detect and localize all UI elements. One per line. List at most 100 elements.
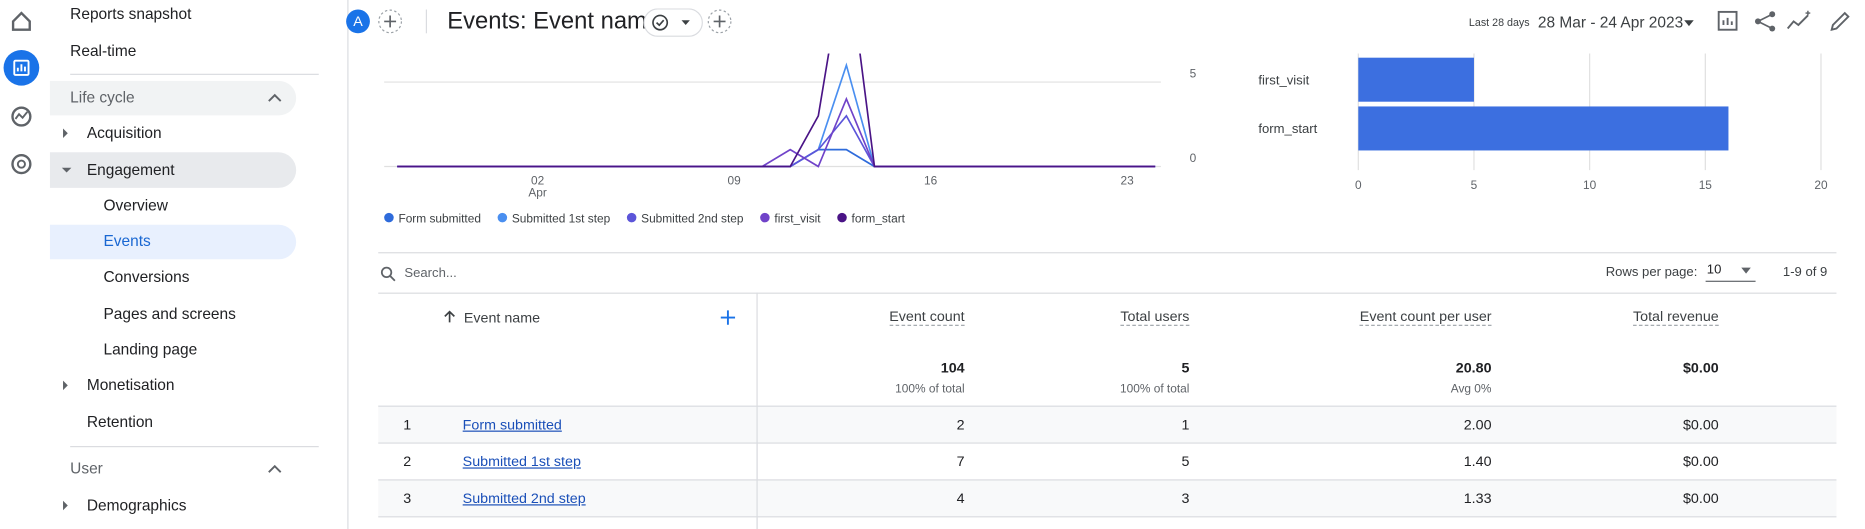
advertising-glyph — [16, 159, 26, 169]
row-border — [378, 516, 1837, 518]
expand-icon[interactable] — [61, 167, 72, 173]
advertising-icon[interactable] — [11, 154, 32, 175]
header — [348, 0, 1865, 54]
column-header[interactable]: Total users — [1120, 308, 1190, 326]
legend-label: Submitted 1st step — [512, 211, 611, 225]
row-index: 1 — [403, 416, 412, 433]
cell: 2.00 — [1463, 416, 1492, 433]
avatar[interactable]: A — [346, 9, 370, 34]
series-line — [397, 96, 1156, 168]
nav-item[interactable]: Acquisition — [86, 123, 162, 142]
expand-icon[interactable] — [63, 128, 68, 138]
cell: 4 — [956, 490, 965, 507]
search-input[interactable]: Search... — [404, 266, 457, 281]
home-icon[interactable] — [11, 11, 31, 31]
row-border — [378, 442, 1837, 444]
event-link[interactable]: Form submitted — [462, 416, 562, 433]
nav-item[interactable]: Monetisation — [86, 375, 175, 394]
date-range-label: Last 28 days — [1468, 16, 1530, 29]
search-icon[interactable] — [379, 265, 396, 282]
cell: 7 — [956, 453, 965, 470]
nav-item[interactable]: Landing page — [103, 340, 198, 359]
event-link[interactable]: Submitted 1st step — [462, 453, 581, 470]
edit-icon[interactable] — [1830, 11, 1850, 32]
nav-item[interactable]: Real-time — [70, 41, 137, 60]
y-tick-label: 5 — [1190, 66, 1197, 80]
total-value: 5 — [1181, 359, 1190, 376]
nav-item[interactable]: Events — [103, 231, 151, 250]
rows-per-page[interactable]: 10 — [1706, 262, 1722, 278]
nav-item[interactable]: Demographics — [86, 495, 187, 514]
divider — [70, 73, 319, 75]
nav-item[interactable]: Overview — [103, 196, 168, 215]
nav-item[interactable]: Reports snapshot — [70, 4, 192, 23]
divider — [425, 9, 427, 34]
explore-glyph — [14, 111, 29, 120]
customize-icon[interactable] — [1717, 10, 1738, 31]
x-tick-label: 16 — [924, 173, 938, 187]
total-note: 100% of total — [1119, 382, 1190, 397]
nav-item[interactable]: Engagement — [86, 160, 175, 179]
sidebar — [49, 0, 349, 529]
icon-rail — [0, 0, 50, 529]
legend-label: first_visit — [774, 211, 821, 225]
reports-glyph — [13, 59, 30, 76]
total-value: $0.00 — [1682, 359, 1719, 376]
active-group-bg — [49, 152, 297, 188]
nav-item[interactable]: Retention — [86, 412, 154, 431]
cell: $0.00 — [1682, 453, 1719, 470]
add-comparison[interactable] — [377, 8, 403, 34]
table-border — [378, 292, 1837, 294]
column-header[interactable]: Event name — [463, 309, 541, 326]
add-dimension[interactable] — [720, 309, 737, 326]
expand-icon[interactable] — [63, 380, 68, 391]
legend-swatch — [760, 212, 770, 223]
total-value: 104 — [940, 359, 965, 376]
cell: 3 — [1181, 490, 1190, 507]
x-tick-label: 15 — [1699, 178, 1713, 192]
page-title: Events: Event name — [447, 8, 661, 35]
sort-icon[interactable] — [442, 309, 456, 323]
x-tick-label: 0 — [1355, 178, 1362, 192]
section-title[interactable]: User — [70, 459, 103, 477]
collapse-icon[interactable] — [266, 90, 283, 104]
event-link[interactable]: Submitted 2nd step — [462, 490, 586, 507]
x-tick-label: 20 — [1814, 178, 1828, 192]
column-header[interactable]: Event count — [889, 308, 965, 326]
x-tick-label: 09 — [727, 173, 741, 187]
total-note: 100% of total — [895, 382, 965, 397]
collapse-icon[interactable] — [266, 461, 283, 475]
legend-label: Form submitted — [398, 211, 481, 225]
add-chip[interactable] — [707, 8, 733, 34]
cell: $0.00 — [1682, 490, 1719, 507]
status-chip[interactable] — [643, 8, 703, 37]
share-icon[interactable] — [1754, 11, 1776, 32]
x-tick-sublabel: Apr — [528, 185, 547, 199]
legend-label: form_start — [852, 211, 906, 225]
cell: 1.33 — [1463, 490, 1492, 507]
toolbar — [1717, 10, 1850, 32]
insights-icon[interactable] — [1786, 10, 1811, 30]
explore-icon[interactable] — [11, 106, 32, 127]
row-bg — [378, 405, 1837, 443]
divider — [70, 446, 319, 448]
x-tick-label: 23 — [1120, 173, 1134, 187]
date-dropdown[interactable] — [1684, 20, 1694, 27]
nav-item[interactable]: Pages and screens — [103, 304, 236, 323]
x-tick-label: 02 — [531, 173, 544, 187]
series-line — [397, 0, 1156, 168]
date-range[interactable]: 28 Mar - 24 Apr 2023 — [1537, 13, 1684, 31]
column-header[interactable]: Total revenue — [1633, 308, 1719, 326]
rows-dropdown[interactable] — [1741, 267, 1751, 274]
row-index: 2 — [403, 453, 412, 470]
nav-item[interactable]: Conversions — [103, 267, 190, 286]
column-header[interactable]: Event count per user — [1359, 308, 1492, 326]
expand-icon[interactable] — [63, 500, 68, 511]
section-title[interactable]: Life cycle — [70, 88, 135, 106]
pagination: 1-9 of 9 — [1782, 265, 1828, 280]
reports-bars — [16, 64, 26, 72]
x-tick-label: 5 — [1471, 178, 1478, 192]
